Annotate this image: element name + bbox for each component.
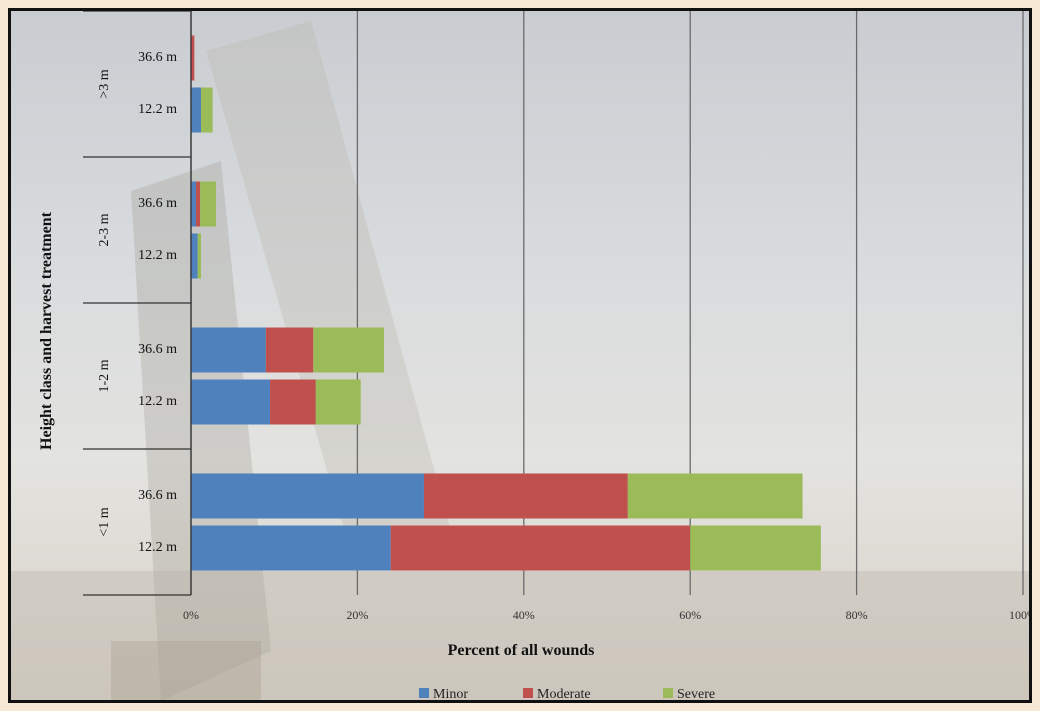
group-label: <1 m bbox=[97, 507, 112, 536]
bar-segment-severe bbox=[313, 327, 385, 373]
bar-segment-severe bbox=[690, 525, 821, 571]
bar-segment-minor bbox=[191, 327, 266, 373]
legend-label: Severe bbox=[677, 687, 715, 702]
legend: Minor Moderate Severe bbox=[419, 687, 715, 702]
bar-segment-moderate bbox=[265, 327, 314, 373]
x-tick-label: 0% bbox=[183, 608, 199, 622]
bar-segment-moderate bbox=[191, 35, 195, 81]
bar-segment-minor bbox=[191, 87, 201, 133]
x-tick-labels: 0% 20% 40% 60% 80% 100% bbox=[183, 608, 1032, 622]
y-axis bbox=[83, 11, 192, 596]
x-tick-label: 100% bbox=[1009, 608, 1032, 622]
bar-segment-minor bbox=[191, 379, 271, 425]
bar-segment-minor bbox=[191, 233, 198, 279]
category-label: 12.2 m bbox=[138, 394, 177, 409]
chart-frame: <1 m 12.2 m 36.6 m 1-2 m 12.2 m 36.6 m 2-3 m 12… bbox=[8, 8, 1032, 703]
bar-segment-moderate bbox=[270, 379, 316, 425]
y-axis-title: Height class and harvest treatment bbox=[38, 211, 55, 450]
x-tick-label: 20% bbox=[346, 608, 368, 622]
x-tick-label: 40% bbox=[513, 608, 535, 622]
bar-segment-severe bbox=[200, 87, 213, 133]
bar-segment-moderate bbox=[195, 181, 201, 227]
category-label: 12.2 m bbox=[138, 248, 177, 263]
legend-label: Moderate bbox=[537, 687, 591, 702]
group-label: 2-3 m bbox=[97, 213, 112, 246]
bar-segment-moderate bbox=[423, 473, 628, 519]
bar-segment-severe bbox=[197, 233, 201, 279]
legend-label: Minor bbox=[433, 687, 468, 702]
legend-swatch bbox=[523, 688, 533, 698]
x-axis-title: Percent of all wounds bbox=[448, 642, 595, 659]
bar-segment-minor bbox=[191, 181, 196, 227]
bar-segment-severe bbox=[627, 473, 803, 519]
legend-swatch bbox=[663, 688, 673, 698]
bar-segment-minor bbox=[191, 525, 391, 571]
bars bbox=[191, 35, 821, 571]
legend-swatch bbox=[419, 688, 429, 698]
bar-segment-minor bbox=[191, 473, 424, 519]
category-label: 36.6 m bbox=[138, 196, 177, 211]
category-label: 36.6 m bbox=[138, 342, 177, 357]
bar-segment-moderate bbox=[390, 525, 691, 571]
group-label: 1-2 m bbox=[97, 359, 112, 392]
category-labels: <1 m 12.2 m 36.6 m 1-2 m 12.2 m 36.6 m 2-3 m 12… bbox=[97, 50, 177, 555]
chart-svg: <1 m 12.2 m 36.6 m 1-2 m 12.2 m 36.6 m 2-3 m 12… bbox=[38, 11, 1032, 702]
bar-segment-severe bbox=[315, 379, 361, 425]
bar-segment-severe bbox=[200, 181, 216, 227]
x-tick-label: 60% bbox=[679, 608, 701, 622]
category-label: 12.2 m bbox=[138, 540, 177, 555]
category-label: 36.6 m bbox=[138, 488, 177, 503]
category-label: 12.2 m bbox=[138, 102, 177, 117]
category-label: 36.6 m bbox=[138, 50, 177, 65]
group-label: >3 m bbox=[97, 69, 112, 98]
x-tick-label: 80% bbox=[846, 608, 868, 622]
